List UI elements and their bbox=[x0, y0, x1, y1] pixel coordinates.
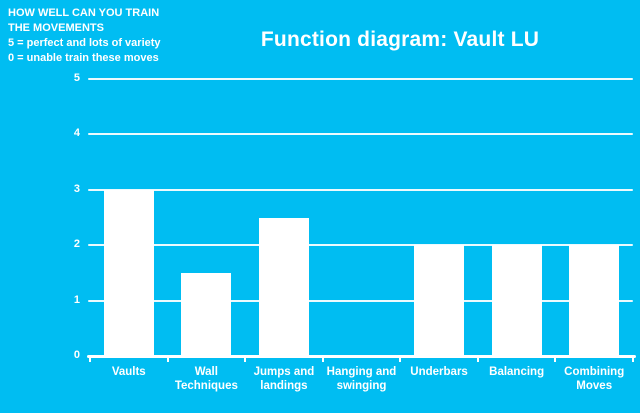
x-axis-category-label: Vaults bbox=[111, 366, 146, 378]
x-axis-category-label: Wall Techniques bbox=[174, 366, 238, 392]
bar bbox=[181, 272, 232, 356]
x-axis-category-label: Underbars bbox=[410, 366, 468, 378]
x-axis-tick bbox=[632, 357, 634, 362]
x-axis-tick bbox=[399, 357, 402, 362]
bar bbox=[258, 217, 309, 356]
x-axis-category-label: Balancing bbox=[489, 366, 545, 378]
gridline bbox=[88, 188, 633, 191]
y-axis-tick-label: 2 bbox=[73, 238, 80, 251]
x-axis-category-label: Hanging and swinging bbox=[326, 366, 397, 392]
bar bbox=[491, 245, 542, 356]
chart-note: HOW WELL CAN YOU TRAIN THE MOVEMENTS 5 =… bbox=[8, 6, 161, 66]
x-axis-tick bbox=[554, 357, 557, 362]
x-axis-tick bbox=[244, 357, 247, 362]
x-axis-tick bbox=[476, 357, 479, 362]
y-axis-tick-label: 4 bbox=[73, 127, 80, 140]
x-axis-tick bbox=[89, 357, 91, 362]
x-axis-tick bbox=[166, 357, 169, 362]
x-axis-category-label: Jumps and landings bbox=[253, 366, 315, 392]
bar bbox=[569, 245, 620, 356]
x-axis-category-label: Combining Moves bbox=[564, 366, 625, 392]
x-axis-tick bbox=[321, 357, 324, 362]
chart-title: Function diagram: Vault LU bbox=[260, 28, 540, 51]
bar bbox=[103, 189, 154, 356]
gridline bbox=[88, 78, 633, 80]
bar bbox=[414, 245, 465, 356]
chart-note-line: 0 = unable train these moves bbox=[8, 52, 159, 64]
gridline bbox=[88, 244, 633, 247]
chart-note-line: THE MOVEMENTS bbox=[8, 22, 104, 34]
chart-note-line: 5 = perfect and lots of variety bbox=[8, 37, 161, 49]
y-axis-tick-label: 1 bbox=[73, 293, 80, 306]
gridline bbox=[88, 299, 633, 302]
y-axis-tick-label: 5 bbox=[73, 72, 80, 84]
y-axis-tick-label: 0 bbox=[73, 349, 80, 361]
chart-note-line: HOW WELL CAN YOU TRAIN bbox=[8, 7, 160, 19]
y-axis-tick-label: 3 bbox=[73, 182, 80, 195]
gridline bbox=[88, 133, 633, 136]
x-axis-line bbox=[87, 355, 636, 358]
